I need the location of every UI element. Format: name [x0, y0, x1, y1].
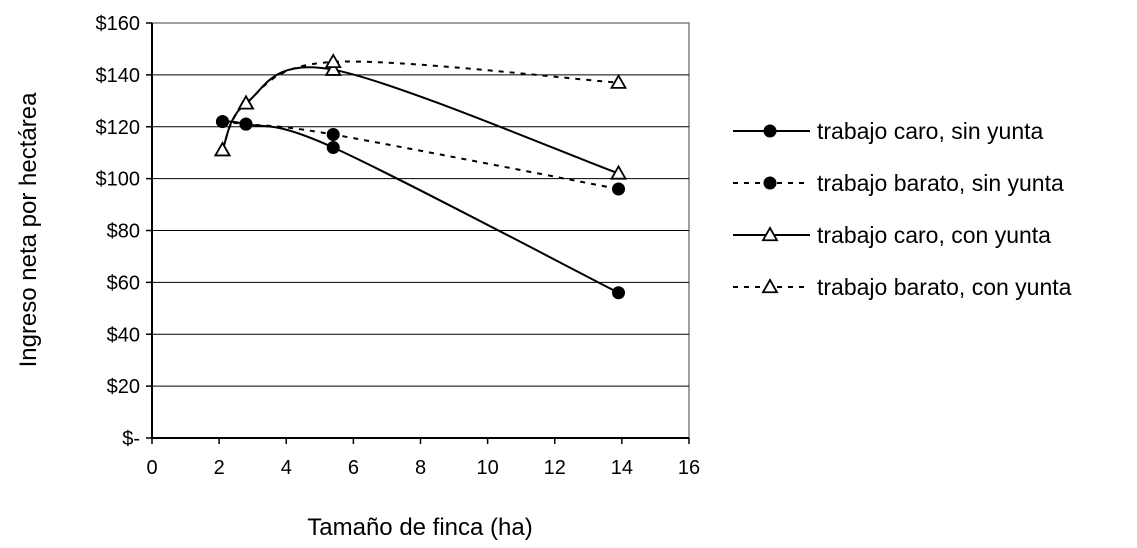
x-tick-label: 0 [146, 457, 157, 479]
data-point [326, 128, 340, 142]
legend-label: trabajo caro, sin yunta [817, 118, 1044, 144]
legend-label: trabajo barato, sin yunta [817, 170, 1064, 196]
data-point [609, 164, 628, 180]
data-point [761, 278, 779, 294]
data-point [324, 60, 342, 76]
legend-item: trabajo caro, sin yunta [733, 118, 1044, 144]
series-line [221, 66, 619, 175]
series-2 [215, 115, 626, 196]
data-point [326, 141, 340, 154]
x-tick-label: 2 [214, 457, 225, 479]
x-tick-label: 14 [611, 457, 633, 479]
data-point [237, 94, 255, 110]
data-point [215, 115, 229, 129]
data-point [763, 176, 777, 190]
series-layer [213, 53, 628, 300]
data-point [324, 53, 342, 69]
x-tick-label: 4 [281, 457, 292, 479]
y-tick-label: $20 [107, 376, 140, 398]
legend-item: trabajo barato, sin yunta [733, 170, 1064, 196]
x-tick-label: 10 [477, 457, 499, 479]
legend-label: trabajo barato, con yunta [817, 274, 1072, 300]
legend: trabajo caro, sin yunta trabajo barato, s… [733, 118, 1072, 300]
data-point [763, 124, 777, 138]
x-axis-title: Tamaño de finca (ha) [307, 514, 532, 541]
x-tick-label: 12 [544, 457, 566, 479]
y-tick-label: $140 [96, 65, 141, 87]
y-tick-label: $80 [107, 221, 140, 243]
data-point [609, 73, 628, 89]
y-tick-label: $160 [96, 13, 141, 35]
legend-item: trabajo barato, con yunta [733, 274, 1072, 300]
x-tick-label: 8 [415, 457, 426, 479]
axes: $- $20 $40 $60 $80 $100 $120 $140 $160 0 2 4 6 8 10 12 1… [96, 13, 701, 479]
series-line [221, 60, 619, 151]
y-tick-label: $120 [96, 117, 141, 139]
legend-label: trabajo caro, con yunta [817, 222, 1051, 248]
y-tick-label: $- [122, 428, 140, 450]
data-point [612, 286, 626, 300]
data-point [213, 141, 232, 157]
y-tick-label: $40 [107, 324, 140, 346]
y-tick-label: $60 [107, 272, 140, 294]
data-point [761, 226, 779, 242]
x-tick-label: 16 [678, 457, 700, 479]
data-point [612, 182, 626, 196]
y-tick-label: $100 [96, 169, 141, 191]
legend-item: trabajo caro, con yunta [733, 222, 1051, 248]
x-tick-label: 6 [348, 457, 359, 479]
gridlines [152, 74, 689, 387]
data-point [239, 117, 253, 131]
y-axis-title: Ingreso neta por hectárea [15, 92, 42, 368]
series-4 [213, 53, 628, 157]
